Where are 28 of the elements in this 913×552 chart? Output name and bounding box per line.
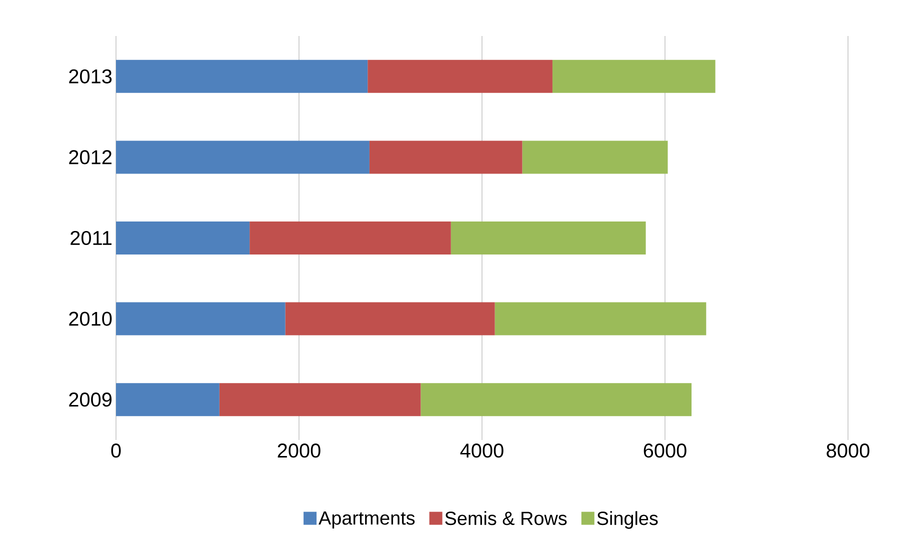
y-tick-label: 2013 (69, 69, 112, 84)
bar (420, 383, 692, 416)
bar (116, 222, 250, 255)
bar (116, 140, 370, 174)
y-tick-label: 2010 (69, 312, 112, 326)
x-tick-label: 8000 (826, 444, 870, 458)
bar (116, 60, 368, 93)
bar (250, 222, 451, 255)
x-tick-label: 2000 (278, 444, 320, 458)
bar (494, 302, 706, 336)
bar (285, 302, 495, 336)
bar (450, 222, 646, 255)
bar (552, 60, 716, 93)
x-tick-label: 4000 (460, 444, 504, 458)
x-tick-label: 6000 (644, 444, 686, 458)
bar (219, 383, 421, 416)
legend-label: Semis & Rows (445, 511, 567, 526)
bar (368, 60, 552, 93)
x-tick-label: 0 (111, 444, 121, 458)
y-tick-label: 2012 (69, 150, 112, 164)
bar (116, 302, 286, 336)
bar (522, 140, 668, 174)
bar (369, 140, 522, 174)
y-tick-label: 2011 (70, 230, 112, 246)
bar (116, 383, 220, 416)
legend-label: Apartments (318, 512, 415, 528)
y-tick-label: 2009 (69, 392, 112, 407)
legend-label: Singles (597, 511, 658, 529)
